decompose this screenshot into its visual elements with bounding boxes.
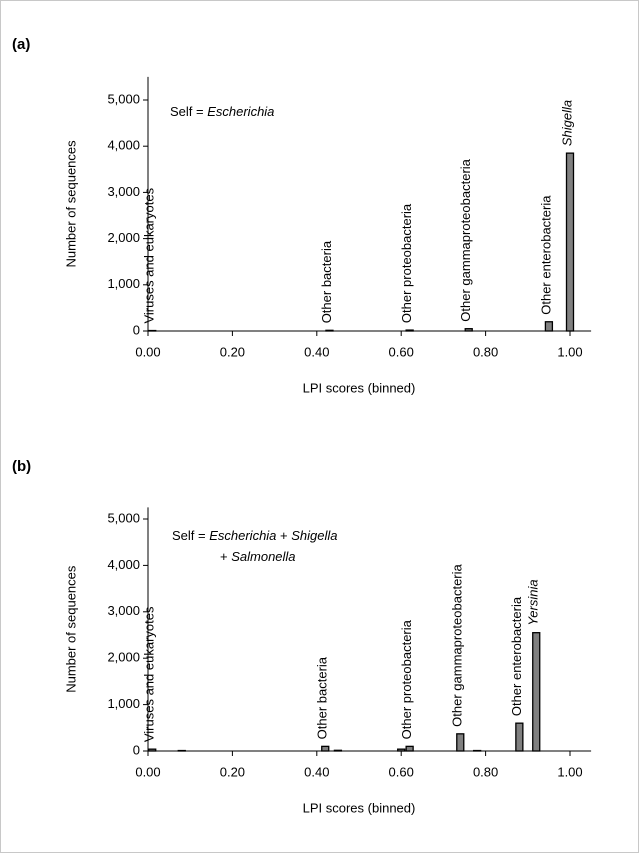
bar [325, 329, 334, 332]
bar [544, 321, 554, 332]
bar-label: Other enterobacteria [509, 596, 524, 716]
annotation-run: Shigella [291, 528, 337, 543]
x-tick-label: 1.00 [557, 344, 582, 359]
y-axis-label: Number of sequences [63, 140, 78, 268]
annotation-run: Escherichia [207, 104, 274, 119]
bar-label: Other proteobacteria [399, 203, 414, 323]
bar [333, 749, 343, 752]
bar [456, 733, 465, 752]
panel-label: (a) [12, 36, 30, 53]
x-tick-label: 0.80 [473, 764, 498, 779]
y-tick-label: 5,000 [107, 510, 140, 525]
annotation: Self = Escherichia + Shigella [172, 528, 338, 543]
bar [464, 328, 473, 332]
y-tick-label: 4,000 [107, 138, 140, 153]
annotation-run: Self = [172, 528, 209, 543]
bar-label: Other gammaproteobacteria [450, 563, 465, 726]
bar-label: Shigella [559, 100, 574, 146]
y-tick-label: 3,000 [107, 603, 140, 618]
annotation-run: + [276, 528, 291, 543]
bar-label: Other proteobacteria [399, 619, 414, 739]
bar [532, 632, 541, 752]
x-tick-label: 0.40 [304, 764, 329, 779]
bar-label: Viruses and eukaryotes [142, 187, 157, 323]
bar [405, 329, 414, 332]
x-tick-label: 0.00 [135, 344, 160, 359]
annotation-run: Salmonella [231, 549, 295, 564]
annotation-run: + [220, 549, 231, 564]
bar [565, 152, 575, 332]
y-tick-label: 2,000 [107, 650, 140, 665]
x-tick-label: 0.20 [220, 764, 245, 779]
x-tick-label: 0.80 [473, 344, 498, 359]
bar [321, 745, 330, 752]
bar [397, 748, 406, 752]
bar-label: Other gammaproteobacteria [458, 158, 473, 321]
x-tick-label: 0.20 [220, 344, 245, 359]
y-tick-label: 3,000 [107, 184, 140, 199]
bar-label: Other bacteria [319, 240, 334, 323]
x-tick-label: 0.00 [135, 764, 160, 779]
y-tick-label: 5,000 [107, 91, 140, 106]
bar [515, 722, 524, 752]
x-axis-label: LPI scores (binned) [303, 800, 416, 815]
bar-label: Viruses and eukaryotes [142, 606, 157, 742]
x-axis-label: LPI scores (binned) [303, 380, 416, 395]
y-axis-label: Number of sequences [63, 565, 78, 693]
bar [148, 748, 157, 752]
bar-label: Other bacteria [315, 656, 330, 739]
x-tick-label: 0.60 [389, 764, 414, 779]
y-tick-label: 2,000 [107, 230, 140, 245]
y-tick-label: 4,000 [107, 557, 140, 572]
x-tick-label: 0.60 [389, 344, 414, 359]
annotation: + Salmonella [220, 549, 296, 564]
y-tick-label: 1,000 [107, 696, 140, 711]
annotation-run: Self = [170, 104, 207, 119]
x-tick-label: 0.40 [304, 344, 329, 359]
x-tick-label: 1.00 [557, 764, 582, 779]
annotation-run: Escherichia [209, 528, 276, 543]
y-tick-label: 0 [133, 742, 140, 757]
bar-label: Other enterobacteria [538, 195, 553, 315]
bar-label: Yersinia [526, 579, 541, 625]
panel-label: (b) [12, 458, 31, 475]
annotation: Self = Escherichia [170, 104, 274, 119]
y-tick-label: 0 [133, 322, 140, 337]
y-tick-label: 1,000 [107, 276, 140, 291]
bar [405, 745, 414, 752]
